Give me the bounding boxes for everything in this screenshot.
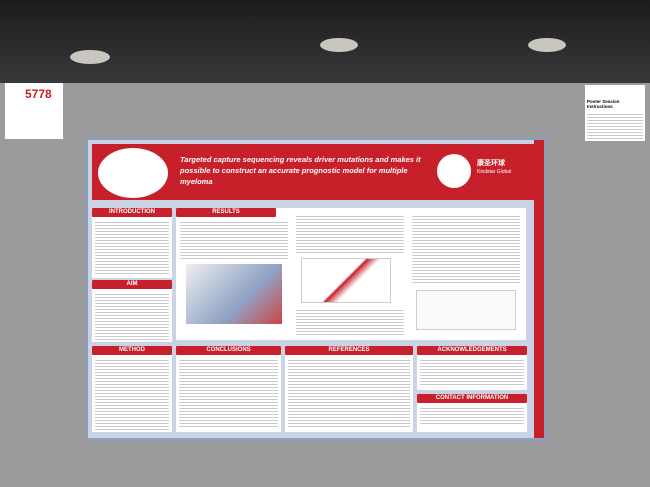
logo-subtext: Kindstar Global xyxy=(477,169,512,175)
aim-box: AIM xyxy=(92,280,172,342)
references-box: REFERENCES xyxy=(285,346,413,432)
text xyxy=(288,358,410,428)
poster-title: Targeted capture sequencing reveals driv… xyxy=(180,155,421,186)
logo-text: 康圣环球 xyxy=(477,160,505,167)
society-logo xyxy=(98,148,168,198)
results-box: RESULTS xyxy=(176,208,526,340)
text xyxy=(179,358,278,428)
text xyxy=(420,358,524,386)
sign-title: Poster Session Instructions xyxy=(587,99,620,109)
text xyxy=(296,308,404,336)
poster: Targeted capture sequencing reveals driv… xyxy=(86,138,546,440)
left-sign: 5778 xyxy=(5,83,63,139)
survival-figure xyxy=(416,290,516,330)
hospital-logo xyxy=(437,154,471,188)
section-header: ACKNOWLEDGEMENTS xyxy=(417,346,527,355)
ceiling-light xyxy=(528,38,566,52)
section-header: RESULTS xyxy=(176,208,276,217)
contact-box: CONTACT INFORMATION xyxy=(417,394,527,432)
section-header: REFERENCES xyxy=(285,346,413,355)
section-header: METHOD xyxy=(92,346,172,355)
correlation-figure xyxy=(301,258,391,303)
text xyxy=(296,214,404,254)
sign-text xyxy=(587,112,643,140)
section-header: AIM xyxy=(92,280,172,289)
text xyxy=(95,292,169,340)
text xyxy=(95,220,169,276)
section-header: CONTACT INFORMATION xyxy=(417,394,527,403)
heatmap-figure xyxy=(186,264,282,324)
ceiling-light xyxy=(70,50,110,64)
text xyxy=(180,220,288,260)
ack-box: ACKNOWLEDGEMENTS xyxy=(417,346,527,390)
poster-number: 5778 xyxy=(25,87,52,101)
ceiling-light xyxy=(320,38,358,52)
right-sign: Poster Session Instructions xyxy=(585,85,645,141)
text xyxy=(412,214,520,284)
text xyxy=(95,358,169,430)
poster-header: Targeted capture sequencing reveals driv… xyxy=(92,144,540,200)
method-box: METHOD xyxy=(92,346,172,432)
conclusions-box: CONCLUSIONS xyxy=(176,346,281,432)
intro-box: INTRODUCTION xyxy=(92,208,172,278)
section-header: CONCLUSIONS xyxy=(176,346,281,355)
text xyxy=(420,406,524,424)
side-banner xyxy=(534,140,544,438)
section-header: INTRODUCTION xyxy=(92,208,172,217)
